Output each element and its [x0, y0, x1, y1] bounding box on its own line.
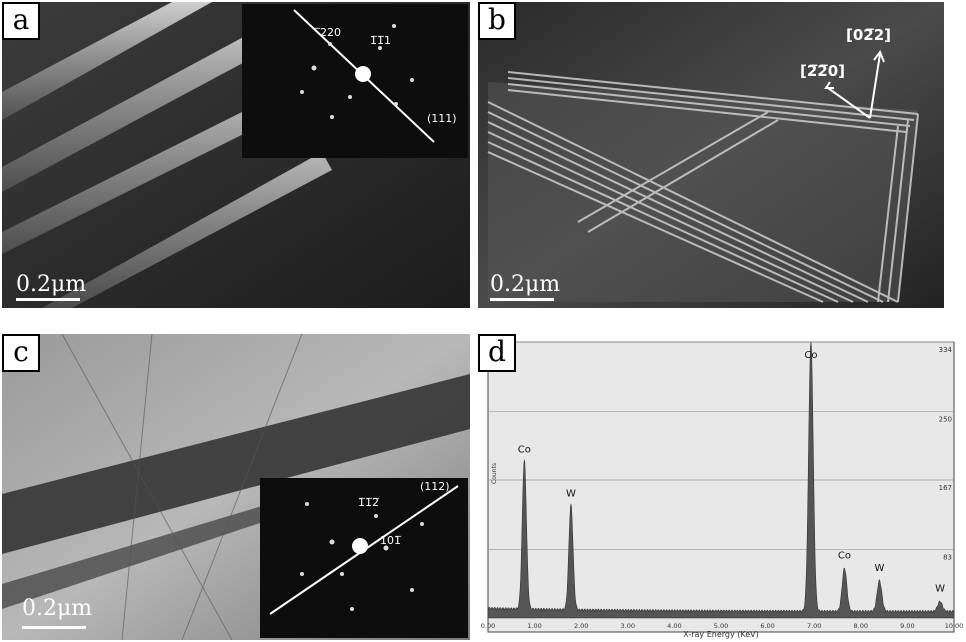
panel-c: (112) 1̅1̅2̅ 101̅ c 0.2μm — [2, 334, 470, 640]
x-tick-label: 8.00 — [854, 622, 868, 630]
spectrum-series — [487, 341, 955, 619]
peak-label: Co — [804, 350, 817, 361]
scale-bar-b — [490, 298, 554, 301]
x-tick-label: 7.00 — [807, 622, 821, 630]
panel-label-a: a — [2, 2, 40, 40]
panel-label-b: b — [478, 2, 516, 40]
inset-label-112bar: 1̅1̅2̅ — [358, 496, 380, 509]
peak-label: W — [566, 488, 576, 499]
x-tick-label: 1.00 — [527, 622, 541, 630]
peak-label: W — [874, 563, 884, 574]
x-tick-label: 3.00 — [621, 622, 635, 630]
x-tick-label: 2.00 — [574, 622, 588, 630]
scale-text-c: 0.2μm — [22, 596, 93, 621]
x-tick-label: 5.00 — [714, 622, 728, 630]
inset-label-111: (111) — [427, 112, 457, 125]
y-tick-label: 83 — [943, 553, 952, 561]
panel-c-image: (112) 1̅1̅2̅ 101̅ — [2, 334, 470, 640]
peak-label: Co — [518, 445, 531, 456]
eds-spectrum-chart: 0.00 1.00 2.00 3.00 4.00 5.00 6.00 7.00 8.00 9.00… — [481, 341, 964, 639]
y-axis-label: Counts — [491, 463, 498, 484]
y-tick-label: 334 — [939, 346, 953, 354]
inset-label-220: ̅220 — [314, 26, 341, 39]
scale-bar-a — [16, 298, 80, 301]
x-tick-label: 0.00 — [481, 622, 495, 630]
direction-label-220: [2̅2̅0] — [800, 62, 845, 80]
inset-label-111bar: 1̅1̅1 — [370, 34, 391, 47]
x-axis-label: X-ray Energy (KeV) — [683, 630, 758, 639]
direction-label-022: [02̅2] — [846, 26, 891, 44]
scale-text-b: 0.2μm — [490, 272, 561, 297]
x-tick-label: 9.00 — [900, 622, 914, 630]
panel-b: [2̅2̅0] [02̅2] b 0.2μm — [478, 2, 944, 308]
panel-d: 0.00 1.00 2.00 3.00 4.00 5.00 6.00 7.00 8.00 9.00… — [478, 334, 964, 640]
y-tick-label: 250 — [939, 415, 952, 423]
x-tick-label: 4.00 — [667, 622, 681, 630]
panel-label-d: d — [478, 334, 516, 372]
inset-label-112: (112) — [420, 480, 450, 493]
panel-label-c: c — [2, 334, 40, 372]
inset-label-101bar: 101̅ — [380, 534, 402, 547]
panel-b-image: [2̅2̅0] [02̅2] — [478, 2, 944, 308]
y-tick-label: 167 — [939, 484, 952, 492]
scale-bar-c — [22, 626, 86, 629]
x-tick-label: 10.00 — [945, 622, 964, 630]
x-tick-label: 6.00 — [760, 622, 774, 630]
panel-a: ̅220 1̅1̅1 (111) a 0.2μm — [2, 2, 470, 308]
peak-label: Co — [838, 550, 851, 561]
panel-a-image: ̅220 1̅1̅1 (111) — [2, 2, 470, 308]
peak-label: W — [935, 583, 945, 594]
scale-text-a: 0.2μm — [16, 272, 87, 297]
